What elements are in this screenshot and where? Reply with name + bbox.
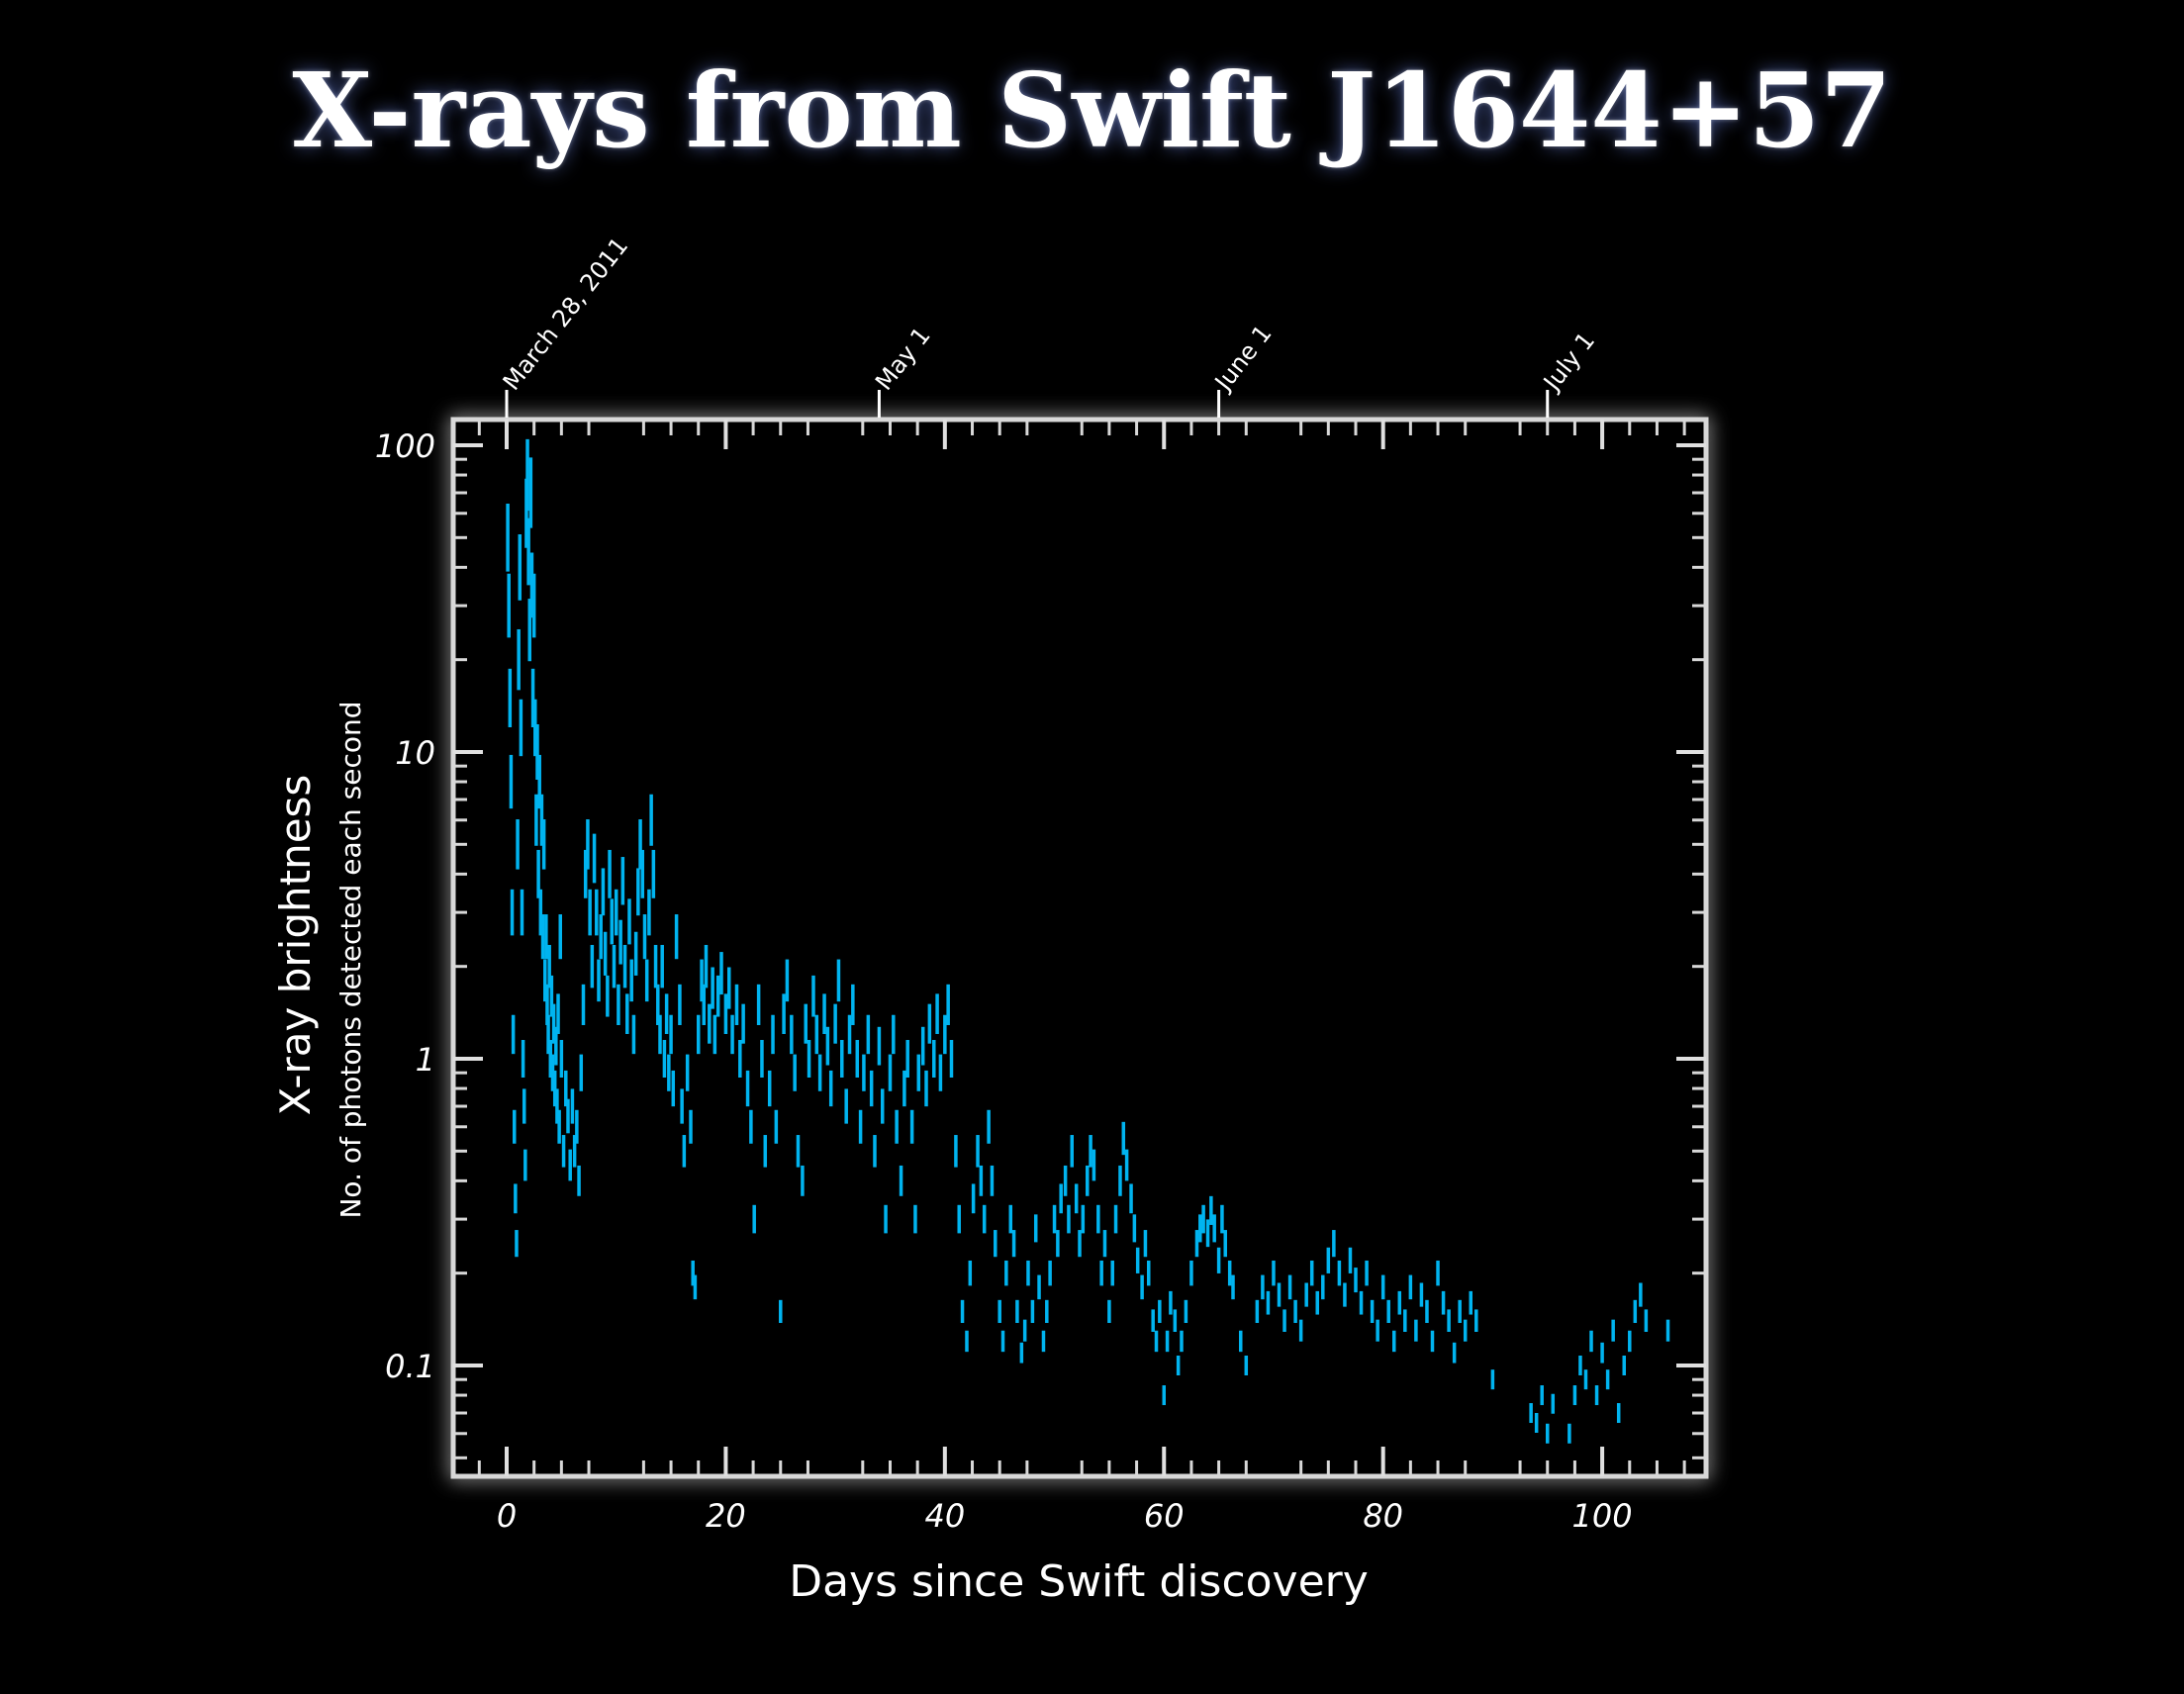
x-tick-label: 40 (924, 1497, 965, 1535)
date-label: March 28, 2011 (498, 233, 634, 396)
x-tick-label: 100 (1572, 1497, 1633, 1535)
x-tick-label: 80 (1363, 1497, 1403, 1535)
plot-frame (450, 417, 1709, 1479)
major-ticks (453, 420, 1706, 1476)
minor-ticks (453, 420, 1706, 1476)
y-tick-label: 1 (416, 1041, 435, 1079)
x-tick-label: 20 (706, 1497, 746, 1535)
date-label: June 1 (1208, 320, 1278, 397)
chart-title: X-rays from Swift J1644+57 (292, 49, 1892, 171)
date-label: July 1 (1537, 327, 1600, 397)
y-tick-labels: 0.1 1 10 100 (375, 427, 435, 1385)
x-axis-label: Days since Swift discovery (789, 1556, 1369, 1607)
y-axis-sublabel: No. of photons detected each second (334, 701, 367, 1218)
y-tick-label: 100 (375, 427, 435, 465)
y-axis-label: X-ray brightness (271, 775, 320, 1116)
y-tick-label: 10 (395, 734, 435, 772)
data-series (506, 438, 1670, 1444)
x-tick-label: 60 (1144, 1497, 1185, 1535)
date-label: May 1 (870, 322, 936, 395)
x-tick-labels: 0 20 40 60 80 100 (497, 1497, 1633, 1535)
x-tick-label: 0 (497, 1497, 517, 1535)
top-date-axis: March 28, 2011 May 1 June 1 July 1 (498, 233, 1600, 418)
y-tick-label: 0.1 (385, 1348, 435, 1385)
